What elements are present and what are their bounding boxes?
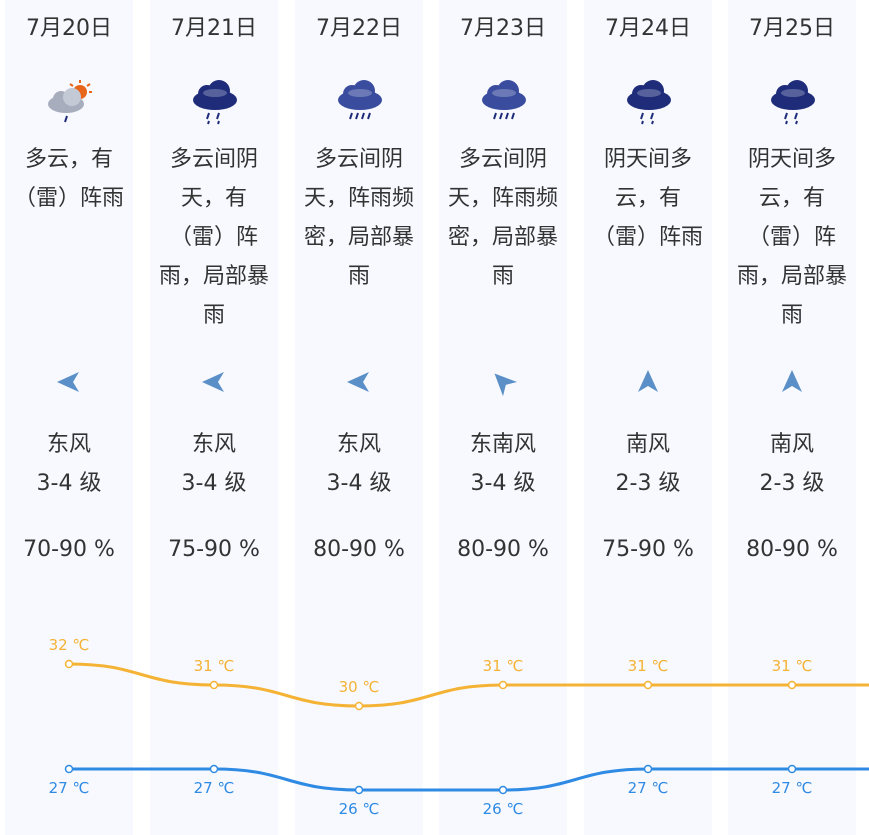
- humidity: 75-90 %: [602, 537, 694, 562]
- day-date: 7月21日: [171, 16, 257, 41]
- day-column: 7月20日 多云，有（雷）阵雨 东风 3-4 级 70-90 %: [5, 0, 133, 835]
- humidity: 80-90 %: [457, 537, 549, 562]
- humidity: 80-90 %: [746, 537, 838, 562]
- wind-direction: 东风: [336, 432, 381, 457]
- wind-level: 2-3 级: [615, 471, 681, 496]
- weather-description: 多云间阴天，阵雨频密，局部暴雨: [303, 147, 414, 289]
- day-date: 7月24日: [605, 16, 691, 41]
- weather-description: 多云间阴天，有（雷）阵雨，局部暴雨: [158, 147, 269, 328]
- wind-direction-arrow-icon: [345, 368, 373, 396]
- day-date: 7月20日: [26, 16, 112, 41]
- day-date: 7月25日: [749, 16, 835, 41]
- heavy-rain-icon: [334, 78, 386, 128]
- day-column: 7月24日 阴天间多云，有（雷）阵雨 南风 2-3 级 75-90 %: [584, 0, 712, 835]
- weather-description: 多云，有（雷）阵雨: [13, 147, 124, 211]
- wind-level: 3-4 级: [326, 471, 392, 496]
- weather-description: 阴天间多云，有（雷）阵雨: [592, 147, 703, 250]
- heavy-rain-icon: [478, 78, 530, 128]
- wind-direction: 东风: [191, 432, 236, 457]
- humidity: 70-90 %: [23, 537, 115, 562]
- wind-direction-arrow-icon: [778, 368, 806, 396]
- rain-icon: [623, 78, 675, 128]
- wind-level: 2-3 级: [759, 471, 825, 496]
- wind-level: 3-4 级: [470, 471, 536, 496]
- wind-direction: 东风: [46, 432, 91, 457]
- rain-icon: [189, 78, 241, 128]
- rain-icon: [767, 78, 819, 128]
- wind-level: 3-4 级: [36, 471, 102, 496]
- wind-direction-arrow-icon: [200, 368, 228, 396]
- wind-direction-arrow-icon: [634, 368, 662, 396]
- day-date: 7月22日: [316, 16, 402, 41]
- weather-description: 多云间阴天，阵雨频密，局部暴雨: [447, 147, 558, 289]
- weather-description: 阴天间多云，有（雷）阵雨，局部暴雨: [736, 147, 847, 328]
- partly-cloudy-thundershower-icon: [44, 78, 96, 128]
- day-column: 7月21日 多云间阴天，有（雷）阵雨，局部暴雨 东风 3-4 级 75-90 %: [150, 0, 278, 835]
- wind-direction: 南风: [625, 432, 670, 457]
- wind-direction-arrow-icon: [489, 368, 518, 397]
- wind-direction: 南风: [769, 432, 814, 457]
- day-column: 7月23日 多云间阴天，阵雨频密，局部暴雨 东南风 3-4 级 80-90 %: [439, 0, 567, 835]
- wind-level: 3-4 级: [181, 471, 247, 496]
- wind-direction-arrow-icon: [55, 368, 83, 396]
- humidity: 80-90 %: [313, 537, 405, 562]
- wind-direction: 东南风: [469, 432, 536, 457]
- day-date: 7月23日: [460, 16, 546, 41]
- day-column: 7月22日 多云间阴天，阵雨频密，局部暴雨 东风 3-4 级 80-90 %: [295, 0, 423, 835]
- humidity: 75-90 %: [168, 537, 260, 562]
- day-column: 7月25日 阴天间多云，有（雷）阵雨，局部暴雨 南风 2-3 级 80-90 %: [728, 0, 856, 835]
